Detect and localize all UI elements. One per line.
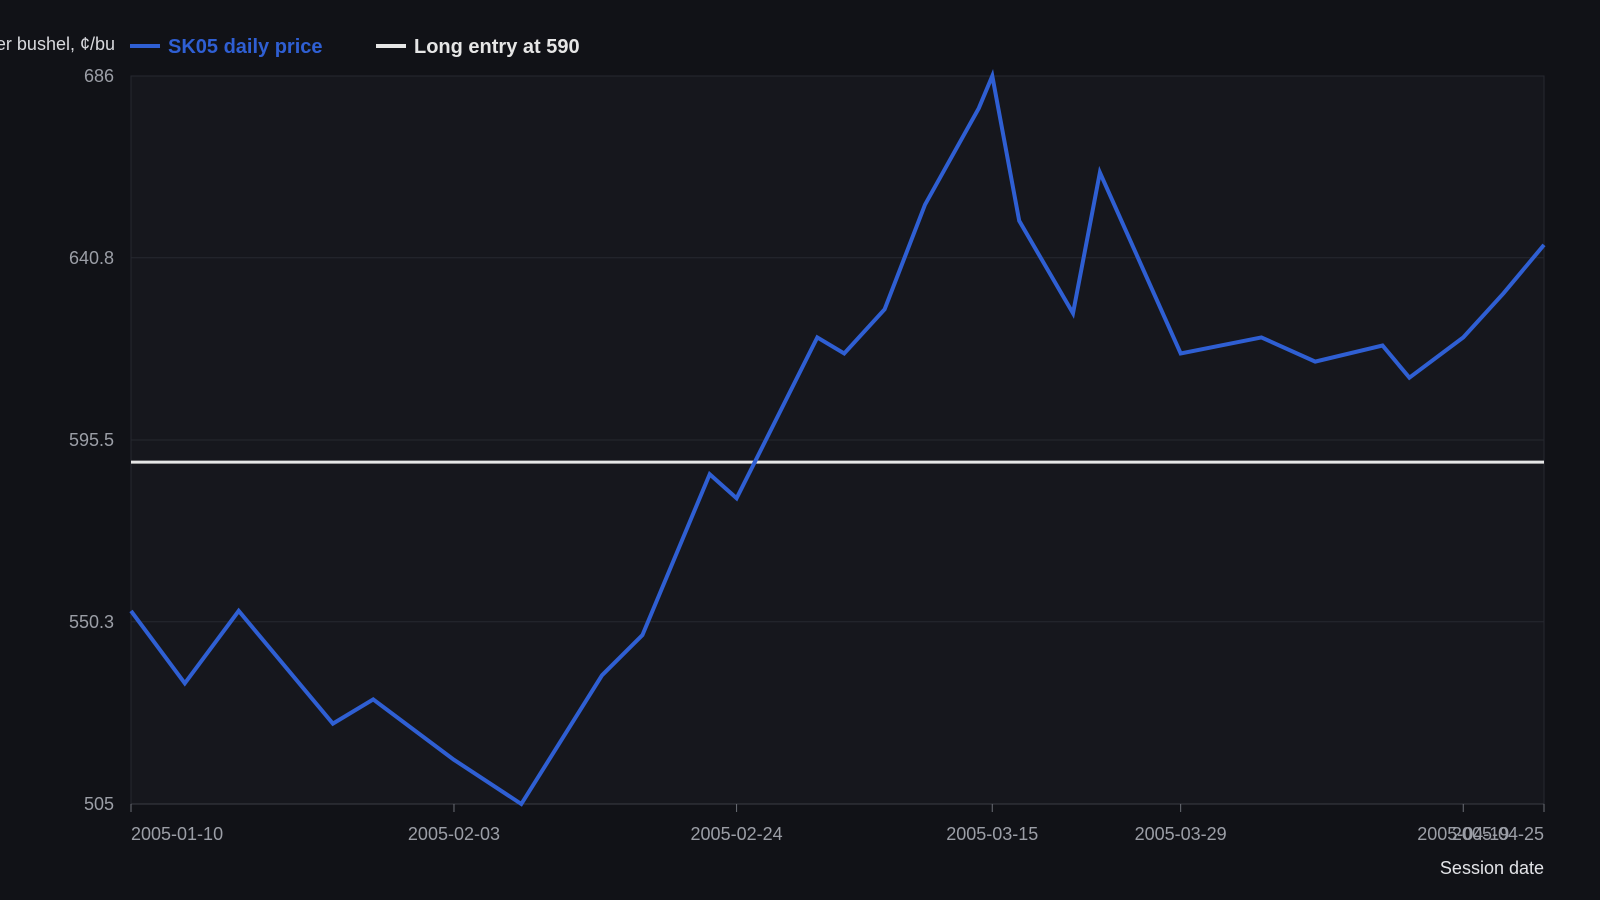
y-tick-label: 505 [84, 794, 114, 814]
x-tick-label: 2005-03-15 [946, 824, 1038, 844]
x-tick-label: 2005-02-03 [408, 824, 500, 844]
x-axis-ticks: 2005-01-10 2005-02-03 2005-02-24 2005-03-15… [130, 804, 1545, 844]
y-axis-ticks: 505 550.3 595.5 640.8 686 [69, 66, 114, 814]
x-tick-label: 2005-01-10 [131, 824, 223, 844]
y-tick-label: 550.3 [69, 612, 114, 632]
y-tick-label: 595.5 [69, 430, 114, 450]
legend-label-sk05: SK05 daily price [168, 36, 323, 58]
series-line-sk05-daily-price [129, 69, 1546, 807]
legend: SK05 daily price Long entry at 590 [130, 36, 580, 58]
x-tick-label: 2005-02-24 [691, 824, 783, 844]
y-tick-label: 686 [84, 66, 114, 86]
grid-lines [131, 75, 1544, 805]
x-tick-label: 2005-04-19 [1417, 824, 1509, 844]
legend-label-long-entry: Long entry at 590 [414, 36, 580, 58]
x-axis-label: Session date [1440, 858, 1544, 878]
x-tick-label: 2005-04-25 [1452, 824, 1544, 844]
series-lines [129, 69, 1546, 807]
y-axis-label: Price per bushel, ¢/bu [0, 34, 115, 54]
y-tick-label: 640.8 [69, 248, 114, 268]
x-tick-label: 2005-03-29 [1135, 824, 1227, 844]
